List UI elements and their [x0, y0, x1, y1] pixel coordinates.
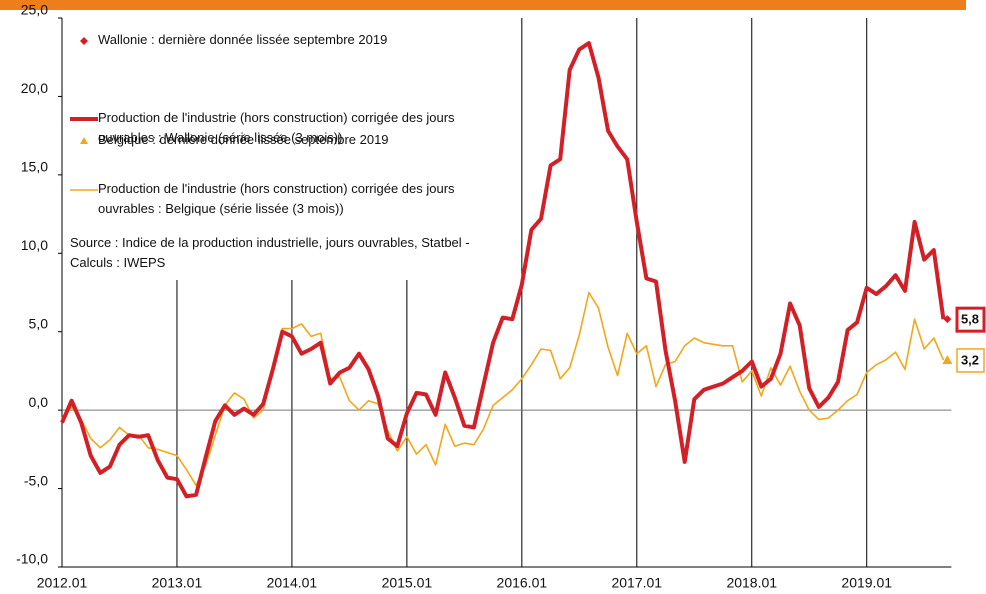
x-tick-label: 2012.01	[37, 575, 88, 591]
annotation: Source : Indice de la production industr…	[70, 235, 470, 270]
legend-label: Belgique : dernière donnée lissée septem…	[98, 132, 389, 147]
series-line	[60, 41, 946, 499]
legend-marker	[80, 137, 88, 144]
x-tick-label: 2017.01	[611, 575, 662, 591]
legend-label: Production de l'industrie (hors construc…	[98, 110, 455, 145]
y-tick-label: 0,0	[29, 394, 49, 410]
value-label-box	[956, 348, 985, 373]
end-marker	[942, 354, 953, 364]
legend-marker	[80, 37, 88, 45]
legend-label: Production de l'industrie (hors construc…	[98, 181, 455, 216]
value-label: 5,8	[961, 312, 979, 327]
series-line	[61, 291, 945, 487]
x-tick-label: 2014.01	[267, 575, 318, 591]
y-tick-label: 25,0	[21, 2, 48, 18]
legend-box	[64, 18, 516, 280]
top-band	[0, 0, 966, 10]
x-tick-label: 2016.01	[497, 575, 548, 591]
y-tick-label: 10,0	[21, 237, 48, 253]
y-tick-label: 15,0	[21, 159, 48, 175]
y-tick-label: -10,0	[16, 551, 48, 567]
y-tick-label: 20,0	[21, 80, 48, 96]
y-tick-label: -5,0	[24, 472, 48, 488]
legend-label: Wallonie : dernière donnée lissée septem…	[98, 32, 387, 47]
x-tick-label: 2013.01	[152, 575, 203, 591]
value-label-box	[955, 306, 986, 333]
x-tick-label: 2019.01	[841, 575, 892, 591]
end-marker	[943, 315, 952, 324]
x-tick-label: 2018.01	[726, 575, 777, 591]
x-tick-label: 2015.01	[382, 575, 433, 591]
value-label: 3,2	[961, 352, 979, 367]
y-tick-label: 5,0	[29, 315, 49, 331]
